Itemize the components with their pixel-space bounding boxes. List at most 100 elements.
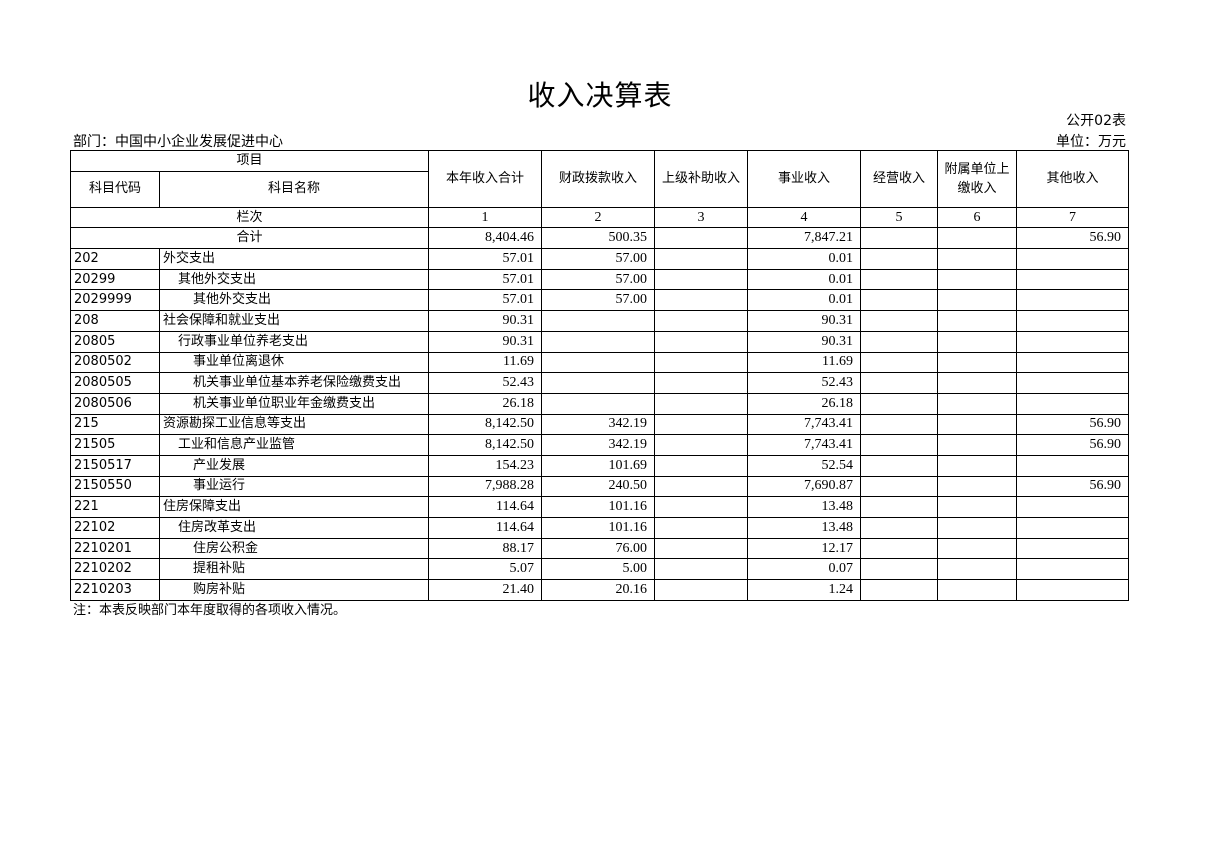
amount-cell [860, 413, 938, 436]
amount-cell [937, 558, 1017, 581]
subject-name: 购房补贴 [159, 579, 429, 601]
amount-cell [1016, 330, 1129, 353]
subject-name: 行政事业单位养老支出 [159, 330, 429, 353]
amount-cell: 7,743.41 [747, 434, 861, 456]
subject-code: 2150550 [70, 475, 160, 498]
amount-cell: 5.00 [541, 558, 655, 581]
col-number: 3 [654, 206, 748, 229]
header-col-5: 经营收入 [860, 150, 938, 208]
column-number-row: 栏次 1 2 3 4 5 6 7 [70, 206, 1129, 229]
total-row: 合计 8,404.46 500.35 7,847.21 56.90 [70, 227, 1129, 250]
subject-code: 2080506 [70, 392, 160, 415]
amount-cell [937, 475, 1017, 498]
subject-name: 其他外交支出 [159, 289, 429, 312]
table-row: 2029999 其他外交支出 57.01 57.00 0.01 [70, 289, 1129, 312]
subject-name: 住房公积金 [159, 537, 429, 560]
subject-code: 20299 [70, 268, 160, 291]
subject-code: 202 [70, 248, 160, 270]
subject-code: 2029999 [70, 289, 160, 312]
amount-cell [860, 579, 938, 601]
amount-cell: 52.43 [747, 372, 861, 394]
subject-code: 2210203 [70, 579, 160, 601]
subject-name: 提租补贴 [159, 558, 429, 581]
amount-cell: 90.31 [428, 330, 542, 353]
amount-cell [1016, 392, 1129, 415]
amount-cell: 57.01 [428, 289, 542, 312]
amount-cell [937, 517, 1017, 539]
subject-code: 221 [70, 496, 160, 518]
subject-code: 20805 [70, 330, 160, 353]
subject-code: 2080502 [70, 351, 160, 374]
total-value: 7,847.21 [747, 227, 861, 250]
amount-cell [937, 434, 1017, 456]
subject-name: 机关事业单位职业年金缴费支出 [159, 392, 429, 415]
amount-cell [654, 579, 748, 601]
amount-cell [1016, 579, 1129, 601]
amount-cell: 90.31 [747, 330, 861, 353]
income-table: 项目 本年收入合计 财政拨款收入 上级补助收入 事业收入 经营收入 附属单位上缴… [70, 150, 1129, 601]
header-col-6: 附属单位上缴收入 [937, 150, 1017, 208]
amount-cell [860, 372, 938, 394]
amount-cell [654, 330, 748, 353]
amount-cell: 76.00 [541, 537, 655, 560]
amount-cell [860, 454, 938, 477]
amount-cell [860, 434, 938, 456]
table-row: 22102 住房改革支出 114.64 101.16 13.48 [70, 517, 1129, 539]
col-number: 7 [1016, 206, 1129, 229]
header-col-1: 本年收入合计 [428, 150, 542, 208]
amount-cell: 26.18 [747, 392, 861, 415]
table-row: 2210203 购房补贴 21.40 20.16 1.24 [70, 579, 1129, 601]
header-col-3: 上级补助收入 [654, 150, 748, 208]
department-label: 部门：中国中小企业发展促进中心 [73, 134, 283, 150]
col-number: 4 [747, 206, 861, 229]
amount-cell: 7,690.87 [747, 475, 861, 498]
amount-cell [1016, 537, 1129, 560]
amount-cell [654, 268, 748, 291]
subject-name: 工业和信息产业监管 [159, 434, 429, 456]
subject-code: 22102 [70, 517, 160, 539]
amount-cell [541, 372, 655, 394]
amount-cell [654, 475, 748, 498]
amount-cell: 20.16 [541, 579, 655, 601]
amount-cell [860, 517, 938, 539]
amount-cell [937, 537, 1017, 560]
table-row: 221 住房保障支出 114.64 101.16 13.48 [70, 496, 1129, 518]
amount-cell: 13.48 [747, 517, 861, 539]
amount-cell: 101.69 [541, 454, 655, 477]
subject-name: 社会保障和就业支出 [159, 310, 429, 332]
row-label: 栏次 [70, 206, 429, 229]
amount-cell [541, 351, 655, 374]
amount-cell: 57.00 [541, 268, 655, 291]
amount-cell: 88.17 [428, 537, 542, 560]
amount-cell [654, 310, 748, 332]
amount-cell: 52.43 [428, 372, 542, 394]
total-value: 500.35 [541, 227, 655, 250]
subject-name: 外交支出 [159, 248, 429, 270]
amount-cell [654, 289, 748, 312]
amount-cell: 57.00 [541, 289, 655, 312]
table-row: 21505 工业和信息产业监管 8,142.50 342.19 7,743.41 56.9… [70, 434, 1129, 456]
amount-cell: 5.07 [428, 558, 542, 581]
amount-cell: 90.31 [747, 310, 861, 332]
amount-cell: 114.64 [428, 517, 542, 539]
subject-code: 2210201 [70, 537, 160, 560]
header-code: 科目代码 [70, 170, 160, 208]
amount-cell: 11.69 [428, 351, 542, 374]
header-item: 项目 [70, 150, 429, 172]
amount-cell: 21.40 [428, 579, 542, 601]
total-label: 合计 [70, 227, 429, 250]
amount-cell [860, 496, 938, 518]
table-row: 208 社会保障和就业支出 90.31 90.31 [70, 310, 1129, 332]
amount-cell [654, 517, 748, 539]
table-note: 注：本表反映部门本年度取得的各项收入情况。 [73, 603, 347, 618]
amount-cell: 0.07 [747, 558, 861, 581]
amount-cell [654, 496, 748, 518]
amount-cell [860, 310, 938, 332]
col-number: 1 [428, 206, 542, 229]
amount-cell [937, 268, 1017, 291]
table-row: 2210201 住房公积金 88.17 76.00 12.17 [70, 537, 1129, 560]
amount-cell: 56.90 [1016, 434, 1129, 456]
amount-cell: 0.01 [747, 289, 861, 312]
subject-name: 其他外交支出 [159, 268, 429, 291]
amount-cell: 101.16 [541, 517, 655, 539]
